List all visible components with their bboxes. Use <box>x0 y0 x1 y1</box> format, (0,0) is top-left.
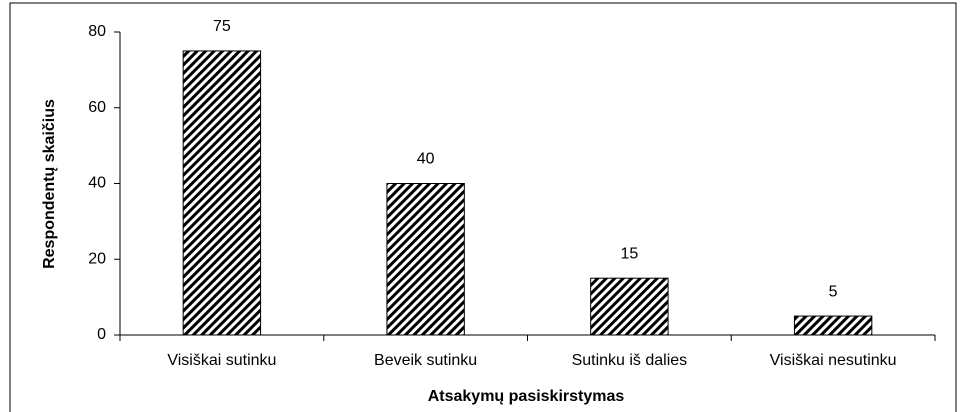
data-label: 5 <box>829 283 838 300</box>
x-tick-label: Beveik sutinku <box>374 352 477 369</box>
data-label: 40 <box>417 151 435 168</box>
x-tick-label: Sutinku iš dalies <box>572 352 688 369</box>
y-tick-label: 40 <box>88 175 106 192</box>
y-tick-label: 0 <box>97 326 106 343</box>
y-axis-label: Respondentų skaičius <box>41 99 58 269</box>
x-tick-label: Visiškai sutinku <box>167 352 276 369</box>
bar <box>182 50 262 336</box>
y-tick-label: 20 <box>88 250 106 267</box>
chart-frame <box>9 2 957 412</box>
x-tick-label: Visiškai nesutinku <box>770 352 897 369</box>
y-tick-label: 60 <box>88 99 106 116</box>
bar <box>793 315 873 336</box>
data-label: 75 <box>213 18 231 35</box>
x-axis-label: Atsakymų pasiskirstymas <box>428 388 625 405</box>
bar <box>590 277 669 336</box>
data-label: 15 <box>620 245 638 262</box>
bar <box>386 183 465 336</box>
y-tick-label: 80 <box>88 23 106 40</box>
